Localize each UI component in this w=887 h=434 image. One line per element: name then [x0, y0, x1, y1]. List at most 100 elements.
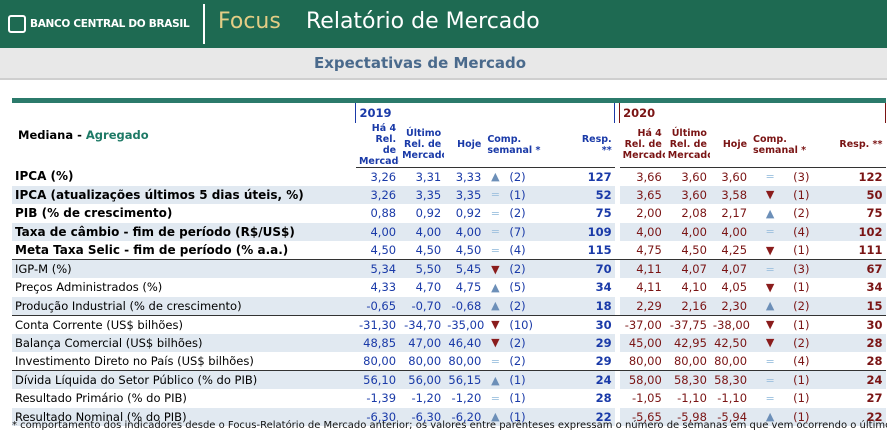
trend-icon: ▼ [750, 333, 791, 352]
gap [614, 222, 620, 241]
median-value: 58,00 [619, 370, 665, 389]
median-value: 4,50 [355, 241, 400, 260]
median-value: -0,68 [444, 296, 485, 316]
weeks: (2) [509, 169, 526, 184]
median-value: 56,15 [444, 370, 485, 389]
weeks: (1) [793, 391, 810, 406]
median-value: 4,25 [709, 241, 751, 260]
median-value: 56,10 [355, 370, 400, 389]
trend-icon: ▲ [484, 296, 507, 316]
median-value: 2,16 [664, 296, 710, 316]
median-value: 2,30 [709, 296, 751, 316]
trend-icon: ▲ [750, 296, 791, 316]
weeks: (3) [793, 169, 810, 184]
weeks: (1) [790, 407, 836, 426]
trend-icon: ▼ [491, 318, 500, 331]
weeks: (1) [506, 185, 570, 204]
median-value: 3,60 [721, 169, 748, 184]
weeks: (4) [790, 352, 836, 371]
indicator-label: PIB (% de crescimento) [15, 206, 173, 221]
respondents: 30 [866, 317, 883, 332]
column-header: Comp. semanal * [484, 122, 570, 168]
median-value: 45,00 [619, 333, 665, 352]
respondents: 27 [866, 391, 883, 406]
weeks: (3) [790, 259, 836, 278]
weeks: (4) [790, 222, 836, 241]
weeks: (1) [509, 391, 526, 406]
respondents: 22 [835, 407, 886, 426]
trend-icon: ▼ [750, 241, 791, 260]
median-value: -6,30 [399, 407, 445, 426]
trend-icon: = [750, 370, 791, 389]
respondents: 28 [835, 352, 886, 371]
trend-icon: ▲ [750, 407, 791, 426]
median-value: 3,35 [444, 185, 485, 204]
indicator-row: IGP-M (%) 5,34 5,50 5,45 ▼ (2) 70 4,11 4,07 4,07 =… [12, 259, 886, 278]
respondents: 52 [569, 185, 615, 204]
median-value: 4,00 [444, 222, 485, 241]
median-value: 42,50 [709, 333, 751, 352]
year: 2020 [619, 100, 886, 123]
indicator-label: Conta Corrente (US$ bilhões) [15, 317, 183, 332]
indicator-row: Resultado Nominal (% do PIB) -6,30 -6,30 -6… [12, 407, 886, 426]
gap [614, 370, 620, 389]
product-name: Focus [218, 9, 281, 34]
median-value: -5,65 [619, 407, 665, 426]
gap [614, 100, 620, 123]
median-value: 47,00 [399, 333, 445, 352]
respondents: 30 [595, 317, 612, 332]
gap [614, 122, 620, 167]
median-value: 4,07 [664, 259, 710, 278]
weeks: (5) [509, 280, 526, 295]
indicator-row: Preços Administrados (%) 4,33 4,70 4,75 ▲ (5)… [12, 278, 886, 297]
median-value: -31,30 [359, 317, 397, 332]
indicator-label: IPCA (%) [15, 169, 74, 184]
column-header: Comp. semanal * [750, 122, 836, 168]
trend-icon: ▲ [484, 407, 507, 426]
median-value: -1,20 [451, 391, 482, 406]
trend-icon: ▲ [765, 206, 775, 220]
indicator-label: Resultado Nominal (% do PIB) [12, 407, 356, 426]
median-value: 5,45 [444, 259, 485, 278]
median-value: -37,00 [624, 317, 662, 332]
weeks: (1) [506, 407, 570, 426]
weeks: (2) [506, 259, 570, 278]
weeks: (1) [790, 185, 836, 204]
gap [614, 296, 620, 316]
respondents: 102 [835, 222, 886, 241]
respondents: 24 [569, 370, 615, 389]
median-value: 4,05 [721, 280, 748, 295]
median-value: -1,39 [366, 391, 397, 406]
year-row: Mediana - Agregado 2019 2020 [12, 100, 886, 142]
indicator-label: Meta Taxa Selic - fim de período (% a.a.… [12, 241, 356, 260]
median-value: -35,00 [447, 317, 485, 332]
median-value: -1,10 [677, 391, 707, 406]
trend-icon: = [750, 259, 791, 278]
trend-icon: = [484, 352, 507, 371]
trend-icon: = [490, 391, 500, 405]
report-name: Relatório de Mercado [306, 9, 540, 34]
median-value: 58,30 [664, 370, 710, 389]
median-value: 3,33 [455, 169, 482, 184]
weeks: (2) [790, 296, 836, 316]
column-header: Hoje [709, 122, 751, 168]
weeks: (2) [790, 333, 836, 352]
respondents: 15 [835, 296, 886, 316]
subtitle-band: Expectativas de Mercado [0, 48, 887, 80]
median-value: 42,95 [664, 333, 710, 352]
separator [203, 4, 205, 44]
weeks: (7) [506, 222, 570, 241]
weeks: (2) [506, 333, 570, 352]
gap [614, 333, 620, 352]
trend-icon: = [765, 170, 775, 183]
respondents: 34 [866, 280, 883, 295]
indicator-row: Dívida Líquida do Setor Público (% do PI… [12, 370, 886, 389]
indicator-label: IPCA (atualizações últimos 5 dias úteis,… [12, 185, 356, 204]
respondents: 75 [595, 206, 612, 221]
respondents: 28 [595, 391, 612, 406]
weeks: (1) [793, 317, 810, 332]
gap [614, 204, 620, 223]
median-value: -1,20 [411, 391, 442, 406]
